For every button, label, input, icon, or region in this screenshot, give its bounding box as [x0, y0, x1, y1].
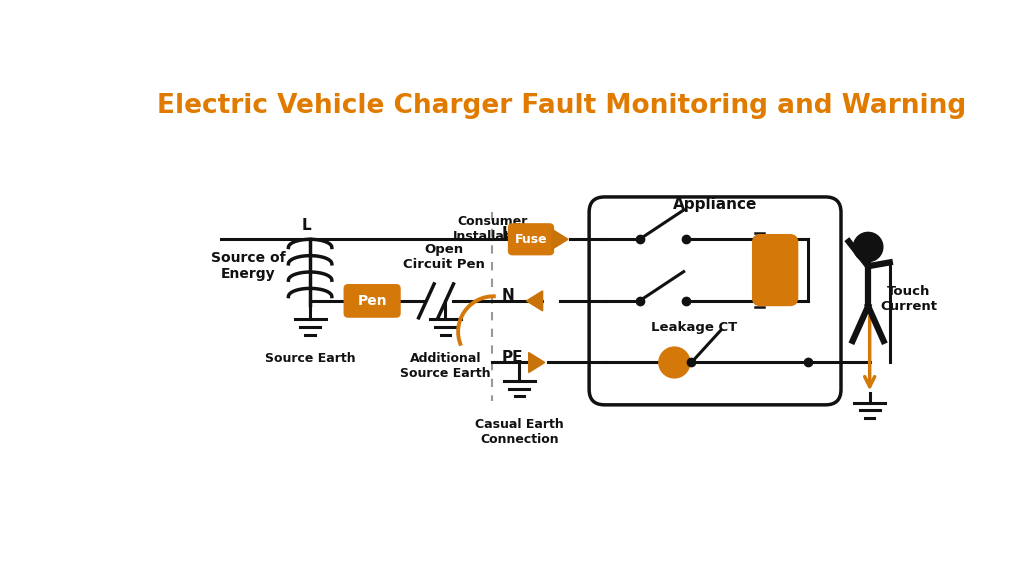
- Text: Touch
Current: Touch Current: [880, 285, 937, 313]
- FancyBboxPatch shape: [753, 234, 798, 305]
- FancyBboxPatch shape: [509, 224, 554, 255]
- Text: Fuse: Fuse: [515, 233, 547, 246]
- Text: Source Earth: Source Earth: [265, 352, 355, 365]
- Polygon shape: [552, 229, 568, 249]
- Polygon shape: [526, 291, 543, 311]
- Text: Consumer
Installation: Consumer Installation: [453, 215, 531, 242]
- Text: PE: PE: [502, 350, 523, 365]
- Text: N: N: [502, 288, 514, 303]
- Text: L: L: [301, 218, 311, 233]
- Circle shape: [658, 347, 690, 378]
- Text: L: L: [502, 226, 511, 241]
- Text: Pen: Pen: [357, 294, 387, 308]
- FancyBboxPatch shape: [344, 285, 400, 317]
- Text: Electric Vehicle Charger Fault Monitoring and Warning: Electric Vehicle Charger Fault Monitorin…: [158, 93, 967, 119]
- Text: Additional
Source Earth: Additional Source Earth: [400, 353, 490, 380]
- Text: Open
Circuit Pen: Open Circuit Pen: [402, 243, 484, 271]
- Text: Appliance: Appliance: [673, 197, 758, 212]
- Text: Source of
Energy: Source of Energy: [211, 251, 286, 281]
- Text: Leakage CT: Leakage CT: [650, 321, 737, 334]
- Circle shape: [853, 232, 883, 262]
- Text: Casual Earth
Connection: Casual Earth Connection: [475, 418, 564, 446]
- Polygon shape: [528, 353, 545, 373]
